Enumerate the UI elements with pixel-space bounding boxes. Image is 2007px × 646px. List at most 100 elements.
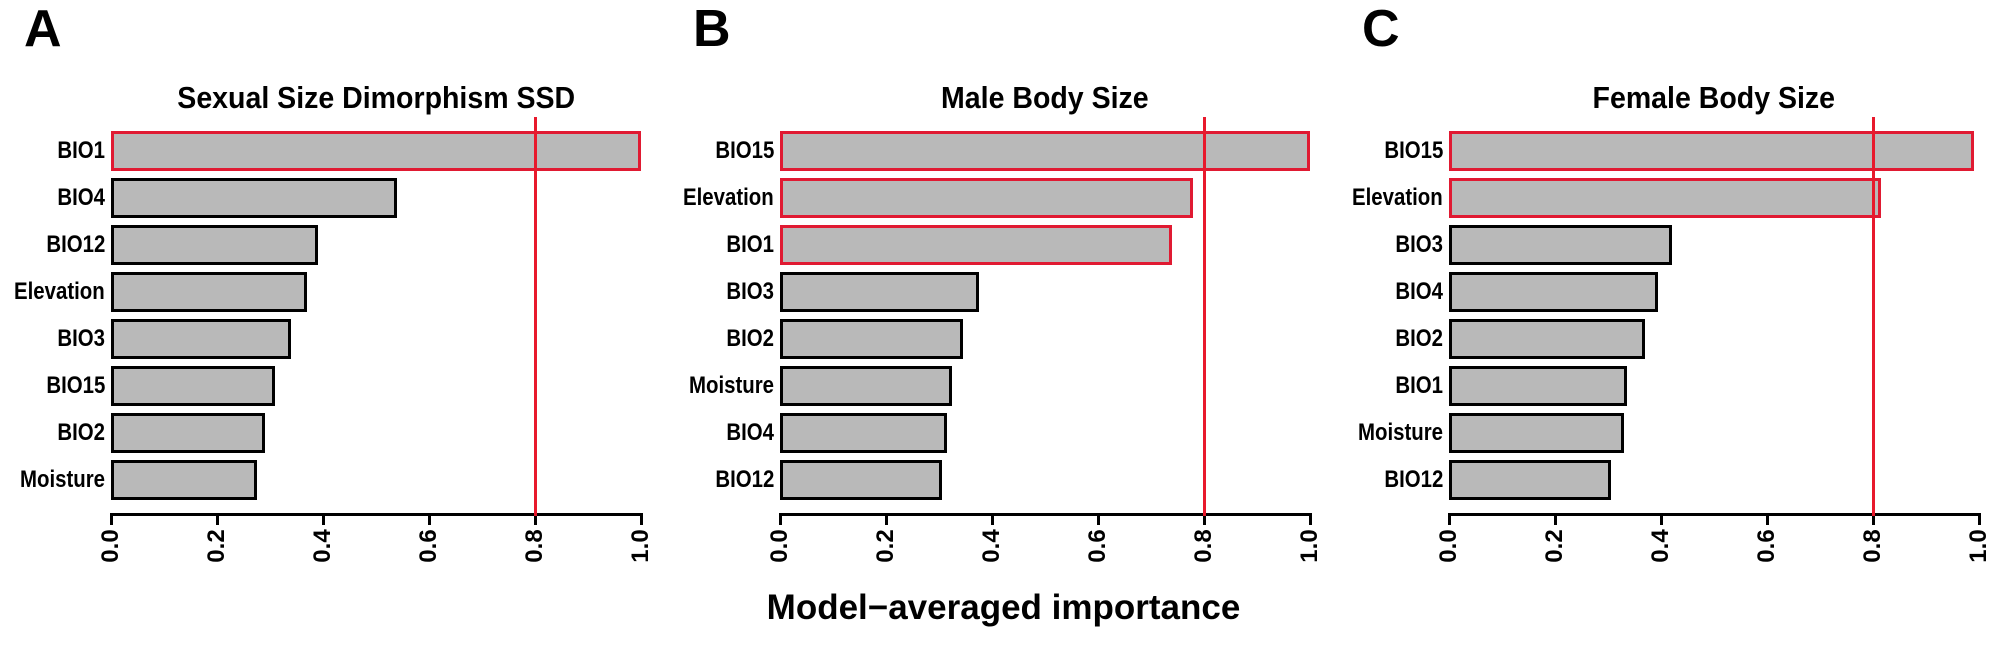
chart-title-text: Female Body Size — [1592, 80, 1836, 115]
x-axis-tick — [1448, 513, 1451, 525]
bar-category-label-text: BIO4 — [57, 184, 105, 211]
bar-row: BIO2 — [1338, 319, 2007, 359]
bar — [1449, 225, 1672, 265]
bar-category-label: BIO2 — [669, 319, 774, 359]
bar — [780, 272, 979, 312]
bar-category-label-text: BIO3 — [57, 325, 105, 352]
bar-highlighted — [780, 178, 1193, 218]
bar — [1449, 413, 1624, 453]
bar-row: BIO15 — [1338, 131, 2007, 171]
bar — [1449, 272, 1658, 312]
panel-letter: B — [693, 0, 731, 58]
bar — [1449, 366, 1627, 406]
x-axis-tick — [1872, 513, 1875, 525]
bar-row: BIO3 — [669, 272, 1338, 312]
bar-row: BIO12 — [1338, 460, 2007, 500]
bar — [111, 413, 265, 453]
bar-row: BIO1 — [0, 131, 669, 171]
chart-title-text: Sexual Size Dimorphism SSD — [177, 80, 575, 115]
bar-row: Elevation — [0, 272, 669, 312]
bar-category-label-text: Moisture — [688, 372, 774, 399]
bar-row: BIO4 — [0, 178, 669, 218]
bar-row: BIO2 — [669, 319, 1338, 359]
bar — [111, 272, 307, 312]
bar-row: BIO15 — [0, 366, 669, 406]
chart-title: Female Body Size — [1434, 80, 1994, 116]
x-axis-line — [110, 513, 642, 516]
x-axis-tick — [1097, 513, 1100, 525]
bar — [111, 225, 318, 265]
bar-category-label: BIO15 — [1338, 131, 1443, 171]
bar-category-label: BIO15 — [669, 131, 774, 171]
x-axis-tick — [991, 513, 994, 525]
bar-category-label-text: BIO2 — [726, 325, 774, 352]
panel-letter: C — [1362, 0, 1400, 58]
bar — [111, 178, 397, 218]
bar-row: Moisture — [0, 460, 669, 500]
bar-category-label: Elevation — [0, 272, 105, 312]
bar-row: BIO12 — [0, 225, 669, 265]
bar-row: Moisture — [1338, 413, 2007, 453]
x-axis-tick — [216, 513, 219, 525]
bar-category-label: Moisture — [0, 460, 105, 500]
bar-row: BIO4 — [1338, 272, 2007, 312]
bar-category-label-text: Elevation — [1352, 184, 1443, 211]
chart-title-text: Male Body Size — [941, 80, 1149, 115]
x-axis-tick-label: 0.8 — [1859, 529, 1886, 563]
x-axis-tick-label: 0.6 — [415, 529, 442, 563]
x-axis-tick — [428, 513, 431, 525]
bar-category-label: BIO2 — [1338, 319, 1443, 359]
x-axis-tick — [1660, 513, 1663, 525]
bar-category-label-text: BIO4 — [1395, 278, 1443, 305]
x-axis-tick-label: 0.6 — [1084, 529, 1111, 563]
bar-category-label: BIO1 — [0, 131, 105, 171]
bar-category-label-text: Moisture — [1357, 419, 1443, 446]
bar-category-label-text: BIO4 — [726, 419, 774, 446]
bar-category-label-text: BIO1 — [57, 137, 105, 164]
bar-category-label: BIO12 — [0, 225, 105, 265]
x-axis-tick-label: 0.8 — [521, 529, 548, 563]
bar-category-label-text: BIO15 — [46, 372, 105, 399]
bar-category-label: BIO3 — [669, 272, 774, 312]
bar-category-label-text: BIO12 — [46, 231, 105, 258]
bar — [780, 366, 952, 406]
bar — [780, 319, 963, 359]
x-axis-tick — [1309, 513, 1312, 525]
threshold-line — [1872, 117, 1875, 516]
bar-category-label-text: Elevation — [14, 278, 105, 305]
bar-row: BIO1 — [669, 225, 1338, 265]
x-axis-tick-label: 0.2 — [203, 529, 230, 563]
bar-category-label-text: BIO2 — [57, 419, 105, 446]
bar-category-label: BIO1 — [1338, 366, 1443, 406]
x-axis-tick — [640, 513, 643, 525]
bar-row: Moisture — [669, 366, 1338, 406]
plot-area: BIO15 Elevation BIO3 BIO4 BIO2 BIO1 Moisture BI… — [1338, 131, 2007, 513]
plot-area: BIO1 BIO4 BIO12 Elevation BIO3 BIO15 BIO2 Moist… — [0, 131, 669, 513]
bar-category-label: BIO4 — [0, 178, 105, 218]
bar-category-label: BIO2 — [0, 413, 105, 453]
bar-category-label-text: BIO12 — [1384, 466, 1443, 493]
panel-c: C Female Body Size BIO15 Elevation BIO3 BIO… — [1338, 0, 2007, 646]
threshold-line — [534, 117, 537, 516]
bar-category-label: BIO12 — [669, 460, 774, 500]
bar-category-label: BIO4 — [1338, 272, 1443, 312]
bar-row: BIO1 — [1338, 366, 2007, 406]
bar — [1449, 460, 1611, 500]
bar-row: BIO12 — [669, 460, 1338, 500]
bar-category-label: BIO15 — [0, 366, 105, 406]
x-axis-tick-label: 0.0 — [97, 529, 124, 563]
bar-highlighted — [1449, 178, 1881, 218]
x-axis-tick-label: 0.4 — [1647, 529, 1674, 563]
x-axis-tick-label: 1.0 — [1296, 529, 1323, 563]
bar-category-label-text: Elevation — [683, 184, 774, 211]
bar — [111, 460, 257, 500]
bar — [111, 366, 275, 406]
x-axis-tick-label: 1.0 — [1965, 529, 1992, 563]
chart-title: Sexual Size Dimorphism SSD — [96, 80, 656, 116]
x-axis-tick — [322, 513, 325, 525]
x-axis-label: Model−averaged importance — [766, 588, 1241, 627]
bar-category-label: BIO4 — [669, 413, 774, 453]
bar-category-label: BIO12 — [1338, 460, 1443, 500]
bar-category-label: BIO3 — [0, 319, 105, 359]
x-axis-tick — [534, 513, 537, 525]
